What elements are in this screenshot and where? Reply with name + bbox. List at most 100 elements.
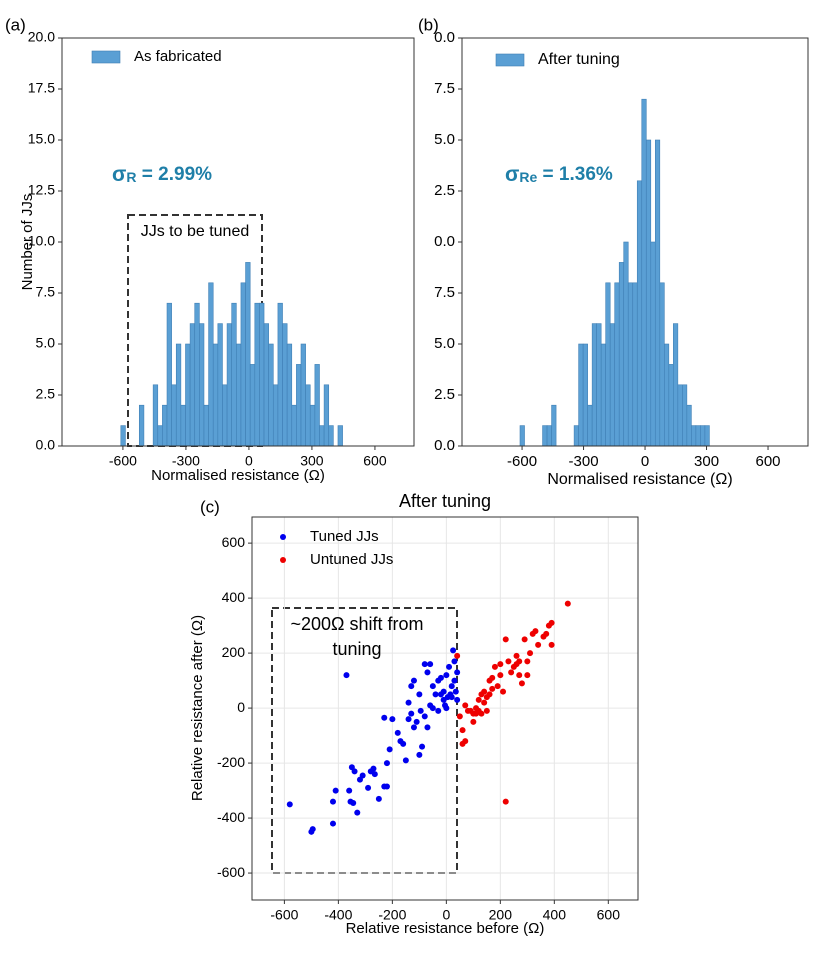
point xyxy=(416,691,423,698)
point xyxy=(419,743,426,750)
bar xyxy=(309,404,316,447)
bar xyxy=(700,425,706,447)
annotation: ~200Ω shift from xyxy=(290,614,423,634)
point xyxy=(508,669,515,676)
x-tick-label: 0 xyxy=(641,453,649,470)
point xyxy=(424,724,431,731)
point xyxy=(375,795,382,802)
point xyxy=(494,683,501,690)
y-tick-label: 7.5 xyxy=(434,80,455,97)
y-tick-label: 2.5 xyxy=(434,386,455,403)
point xyxy=(427,661,434,668)
bar xyxy=(323,384,330,447)
bar xyxy=(337,425,343,447)
point xyxy=(489,674,496,681)
x-tick-label: 600 xyxy=(363,453,387,469)
bar xyxy=(240,282,246,447)
point xyxy=(394,729,401,736)
point xyxy=(543,630,550,637)
point xyxy=(359,772,366,779)
panel-label: (c) xyxy=(200,497,220,516)
point xyxy=(408,710,415,717)
y-tick-label: 0.0 xyxy=(434,437,455,454)
y-tick-label: -600 xyxy=(217,864,245,880)
legend-swatch xyxy=(91,50,121,64)
bar xyxy=(185,343,191,447)
point xyxy=(518,680,525,687)
sigma-symbol: σ xyxy=(505,163,519,186)
point xyxy=(416,751,423,758)
x-tick-label: 600 xyxy=(756,453,781,470)
bar xyxy=(152,384,159,447)
panel-label: (a) xyxy=(5,15,26,34)
y-tick-label: 400 xyxy=(222,589,246,605)
bar xyxy=(314,364,320,447)
bar xyxy=(138,404,145,447)
bar xyxy=(668,364,674,447)
x-tick-label: 0 xyxy=(245,453,253,469)
y-tick-label: 20.0 xyxy=(28,29,55,45)
point xyxy=(389,716,396,723)
bar xyxy=(212,343,219,447)
point xyxy=(354,809,361,816)
bar xyxy=(203,404,209,447)
point xyxy=(432,691,439,698)
y-tick-label: 15.0 xyxy=(28,131,55,147)
point xyxy=(497,661,504,668)
point xyxy=(527,650,534,657)
y-tick-label: 0.0 xyxy=(434,29,455,46)
bar xyxy=(286,343,293,447)
point xyxy=(440,696,447,703)
point xyxy=(435,707,442,714)
y-axis-label: Relative resistance after (Ω) xyxy=(189,615,206,801)
legend-label: Untuned JJs xyxy=(310,551,393,568)
x-tick-label: -400 xyxy=(324,907,352,923)
x-tick-label: 200 xyxy=(489,907,513,923)
point xyxy=(446,663,453,670)
annotation: JJs to be tuned xyxy=(141,223,250,240)
bar xyxy=(300,343,306,447)
point xyxy=(329,820,336,827)
point xyxy=(413,718,420,725)
point xyxy=(386,746,393,753)
point xyxy=(452,688,459,695)
bar xyxy=(199,323,205,447)
point xyxy=(443,672,450,679)
point xyxy=(371,771,378,778)
y-tick-label: -400 xyxy=(217,809,245,825)
point xyxy=(343,672,350,679)
bar xyxy=(236,343,242,447)
bar xyxy=(654,139,661,447)
point xyxy=(481,699,488,706)
legend-label: As fabricated xyxy=(134,48,222,65)
point xyxy=(483,707,490,714)
bar xyxy=(596,323,602,447)
bar xyxy=(686,404,692,447)
x-axis-label: Relative resistance before (Ω) xyxy=(346,920,545,937)
bar xyxy=(263,323,269,447)
point xyxy=(500,688,507,695)
bar xyxy=(582,343,588,447)
x-axis-label: Normalised resistance (Ω) xyxy=(151,467,325,484)
bar xyxy=(166,302,172,447)
point xyxy=(351,768,358,775)
x-tick-label: -600 xyxy=(507,453,537,470)
y-tick-label: 200 xyxy=(222,644,246,660)
point xyxy=(448,694,455,701)
y-tick-label: 5.0 xyxy=(36,335,56,351)
y-tick-label: 2.5 xyxy=(434,182,455,199)
bar xyxy=(519,425,525,447)
bar xyxy=(614,282,620,447)
bar xyxy=(175,343,182,447)
point xyxy=(516,658,523,665)
bar xyxy=(591,323,597,447)
legend-label: After tuning xyxy=(538,51,620,68)
bar xyxy=(180,404,186,447)
point xyxy=(459,727,466,734)
bar xyxy=(641,98,647,447)
point xyxy=(405,699,412,706)
point xyxy=(383,783,390,790)
sigma-annotation: σRe = 1.36% xyxy=(505,163,613,186)
bar xyxy=(546,425,552,447)
